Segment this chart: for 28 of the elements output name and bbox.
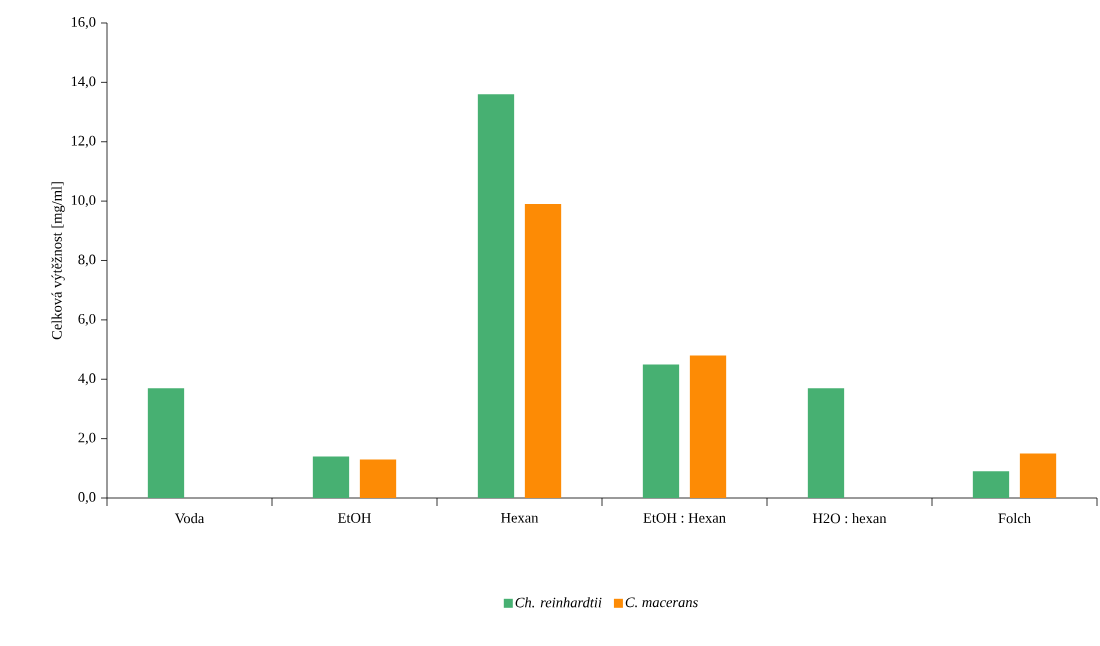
x-tick-label: Voda [174,513,205,524]
bar [1019,453,1057,498]
y-axis-title: Celková výtěžnost [mg/ml] [51,182,65,340]
y-tick-label: 12,0 [71,135,96,148]
bar [359,459,397,498]
y-tick-label: 0,0 [78,492,96,504]
x-tick-label: EtOH [338,513,371,523]
y-tick-label: 6,0 [78,313,96,326]
x-tick-label: EtOH : Hexan [643,513,726,523]
y-tick-label: 4,0 [78,373,96,386]
y-tick-label: 8,0 [78,254,96,267]
y-tick-label: 2,0 [78,432,96,445]
bar [689,355,727,498]
legend-label: Ch. reinhardtii [515,597,602,608]
bar [477,94,515,498]
x-tick-label: Folch [998,513,1031,524]
x-tick-label: H2O : hexan [812,513,887,524]
y-tick-label: 10,0 [71,195,96,208]
bar [972,471,1010,498]
bar [312,456,350,498]
legend-label: C. macerans [625,597,698,608]
bar [147,388,185,498]
bar [524,204,562,498]
y-tick-label: 16,0 [71,17,96,29]
bar [642,364,680,498]
y-tick-label: 14,0 [71,76,96,89]
bar [807,388,845,498]
x-tick-label: Hexan [501,513,539,523]
